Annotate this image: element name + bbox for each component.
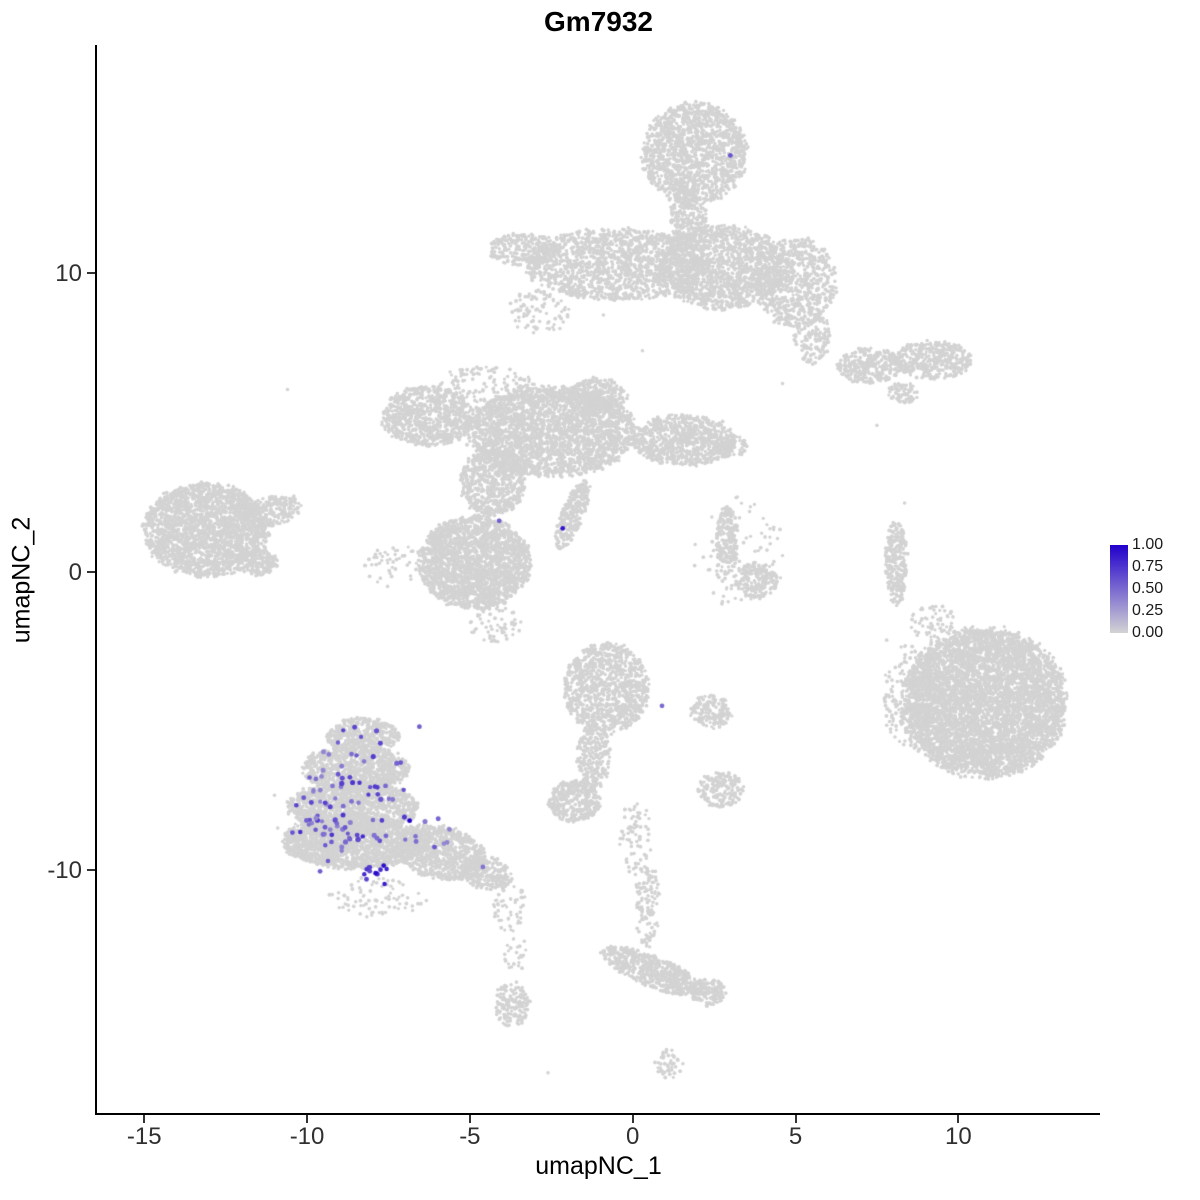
chart-title: Gm7932 [544, 6, 653, 37]
x-axis-tick [794, 1115, 797, 1123]
x-axis-tick [143, 1115, 146, 1123]
y-tick-label: 0 [68, 558, 82, 586]
y-tick-label: 10 [55, 260, 82, 288]
colorbar-labels: 1.00 0.75 0.50 0.25 0.00 [1132, 536, 1192, 641]
colorbar-label: 0.75 [1132, 558, 1164, 575]
y-axis-tick [87, 570, 95, 573]
plot-panel [95, 45, 1100, 1115]
x-axis-tick [631, 1115, 634, 1123]
colorbar-label: 1.00 [1132, 536, 1164, 553]
x-tick-label: -15 [126, 1123, 162, 1150]
colorbar-label: 0.25 [1132, 602, 1164, 619]
y-tick-label: -10 [47, 856, 82, 884]
x-tick-label: 5 [788, 1123, 803, 1150]
x-tick-label: -10 [289, 1123, 325, 1150]
umap-points-canvas [97, 45, 1100, 1113]
colorbar-gradient [1110, 545, 1128, 633]
x-axis-tick [468, 1115, 471, 1123]
x-axis-title: umapNC_1 [535, 1152, 662, 1180]
x-axis-tick [957, 1115, 960, 1123]
colorbar-label: 0.50 [1132, 580, 1164, 597]
y-axis-tick [87, 868, 95, 871]
x-tick-label: 10 [944, 1123, 972, 1150]
y-axis-tick [87, 272, 95, 275]
x-axis-tick [306, 1115, 309, 1123]
x-tick-label: -5 [459, 1123, 481, 1150]
colorbar-label: 0.00 [1132, 624, 1164, 641]
x-tick-label: 0 [626, 1123, 640, 1150]
